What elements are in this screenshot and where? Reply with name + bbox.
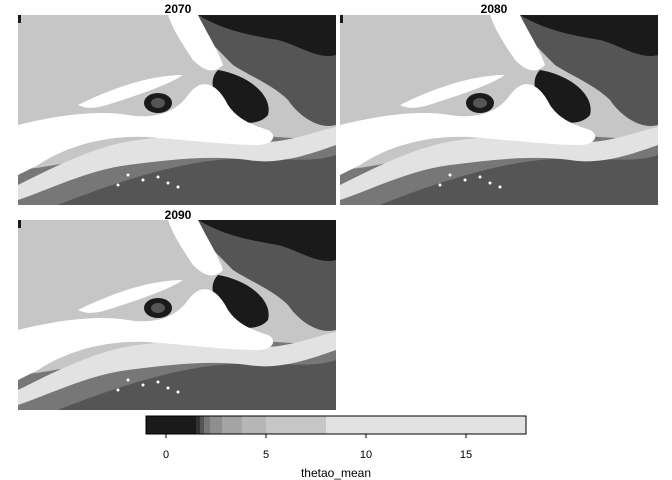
peninsula xyxy=(78,280,183,313)
island-dot xyxy=(166,181,170,185)
legend-tick-label: 10 xyxy=(359,449,373,461)
island-dot xyxy=(488,181,492,185)
legend-bin xyxy=(326,416,526,434)
mainland xyxy=(340,84,596,175)
deep-water xyxy=(58,360,336,410)
legend-bin xyxy=(222,416,242,434)
island-dot xyxy=(141,383,145,387)
island-dot xyxy=(156,380,160,384)
legend-bin xyxy=(200,416,204,434)
legend-bin xyxy=(196,416,200,434)
legend-tick-label: 0 xyxy=(162,449,170,461)
edge-mark xyxy=(340,15,343,23)
island-dot xyxy=(448,173,452,177)
northern-land xyxy=(168,220,223,276)
mainland xyxy=(18,84,274,175)
legend-title: thetao_mean xyxy=(300,466,372,480)
bay-center xyxy=(151,303,165,313)
bay-center xyxy=(151,98,165,108)
northern-land xyxy=(490,15,545,71)
legend-bin xyxy=(266,416,326,434)
map-panel-2070 xyxy=(18,15,336,205)
legend-bin xyxy=(210,416,222,434)
northern-land xyxy=(168,15,223,71)
island-dot xyxy=(156,175,160,179)
legend-colorbar xyxy=(145,415,527,438)
nearshore-warm-band xyxy=(18,332,336,405)
edge-mark xyxy=(18,220,21,228)
island-dot xyxy=(438,183,442,187)
legend-bin xyxy=(204,416,210,434)
mainland xyxy=(18,289,274,380)
map-panel-2080 xyxy=(340,15,658,205)
panel-title-2090: 2090 xyxy=(164,208,192,222)
nearshore-warm-band xyxy=(18,127,336,200)
legend-bin xyxy=(242,416,266,434)
island-dot xyxy=(498,185,502,189)
island-dot xyxy=(176,390,180,394)
panel-title-2080: 2080 xyxy=(480,2,508,16)
peninsula xyxy=(400,75,505,108)
peninsula xyxy=(78,75,183,108)
legend-tick-label: 5 xyxy=(262,449,270,461)
island-dot xyxy=(176,185,180,189)
cold-water-north xyxy=(198,220,336,262)
legend-frame xyxy=(145,415,527,435)
island-dot xyxy=(463,178,467,182)
edge-mark xyxy=(18,15,21,23)
island-dot xyxy=(166,386,170,390)
deep-water xyxy=(58,155,336,205)
nearshore-warm-band xyxy=(340,127,658,200)
cold-water-north xyxy=(198,15,336,57)
island-dot xyxy=(126,173,130,177)
island-dot xyxy=(126,378,130,382)
island-dot xyxy=(116,183,120,187)
deep-water xyxy=(380,155,658,205)
island-dot xyxy=(141,178,145,182)
cold-water-north xyxy=(520,15,658,57)
legend-tick-label: 15 xyxy=(459,449,473,461)
map-panel-2090 xyxy=(18,220,336,410)
bay-center xyxy=(473,98,487,108)
legend-bin xyxy=(146,416,196,434)
panel-title-2070: 2070 xyxy=(164,2,192,16)
island-dot xyxy=(116,388,120,392)
island-dot xyxy=(478,175,482,179)
